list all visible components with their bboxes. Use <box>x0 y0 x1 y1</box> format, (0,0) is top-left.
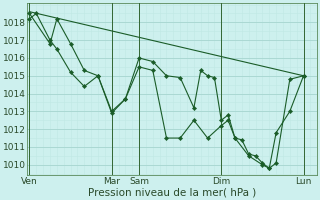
X-axis label: Pression niveau de la mer( hPa ): Pression niveau de la mer( hPa ) <box>88 187 256 197</box>
